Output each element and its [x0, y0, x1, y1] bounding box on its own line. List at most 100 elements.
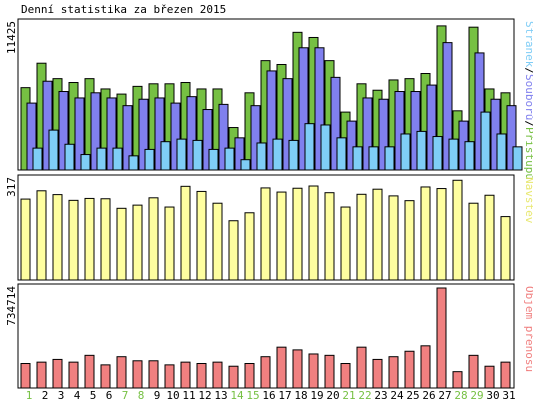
bar	[468, 354, 479, 389]
bar	[26, 102, 37, 171]
legend-text: Návštěv	[523, 177, 533, 224]
bar	[320, 124, 331, 171]
bar	[336, 137, 347, 171]
bar	[324, 192, 335, 281]
bar	[36, 361, 47, 389]
legend-entry: /	[523, 120, 533, 127]
bar	[356, 193, 367, 281]
x-tick-label: 12	[198, 389, 211, 402]
bar	[32, 147, 43, 171]
bar	[52, 358, 63, 389]
bar	[84, 354, 95, 389]
bar	[420, 186, 431, 281]
bar	[212, 361, 223, 389]
bar	[288, 139, 299, 171]
x-tick-label: 10	[166, 389, 179, 402]
bar	[452, 371, 463, 389]
bar	[244, 363, 255, 389]
bar	[228, 365, 239, 389]
bar	[100, 198, 111, 281]
x-tick-label: 22	[358, 389, 371, 402]
x-tick-label: 24	[390, 389, 404, 402]
x-tick-label: 6	[106, 389, 113, 402]
x-tick-label: 29	[470, 389, 483, 402]
bar	[260, 187, 271, 281]
bar	[372, 358, 383, 389]
chart-title: Denní statistika za březen 2015	[21, 3, 226, 16]
bar	[58, 91, 69, 171]
bar	[388, 356, 399, 389]
x-tick-label: 5	[90, 389, 97, 402]
bar	[20, 363, 31, 389]
x-tick-label: 26	[422, 389, 435, 402]
y-max-label: 11425	[5, 21, 18, 54]
bar	[180, 361, 191, 389]
chart-panel-2: 317 Návštěv	[5, 174, 533, 281]
bar	[426, 84, 437, 171]
bar	[346, 120, 357, 171]
bar	[308, 185, 319, 281]
bar	[410, 91, 421, 171]
bar	[160, 141, 171, 171]
legend-entry: Stránek	[523, 21, 533, 68]
bar	[212, 202, 223, 281]
bar	[436, 188, 447, 281]
bar	[36, 190, 47, 281]
bar	[256, 142, 267, 171]
bar	[176, 138, 187, 171]
bar	[180, 185, 191, 281]
bar	[432, 136, 443, 171]
bar	[484, 365, 495, 389]
x-tick-label: 17	[278, 389, 291, 402]
x-tick-label: 8	[138, 389, 145, 402]
bar	[68, 199, 79, 281]
x-tick-label: 7	[122, 389, 129, 402]
bar	[52, 194, 63, 281]
bar	[378, 98, 389, 171]
legend-entry: Návštěv	[523, 177, 533, 224]
legend-text: Objem přenosu	[523, 286, 533, 372]
bar	[234, 137, 245, 171]
legend-text: Stránek/Souborů/Přístupů	[523, 21, 533, 180]
bar	[468, 202, 479, 281]
bar	[496, 133, 507, 171]
bar	[84, 197, 95, 281]
y-max-label: 317	[5, 177, 18, 197]
bar	[74, 97, 85, 171]
bar	[272, 138, 283, 171]
bar	[68, 361, 79, 389]
bar	[144, 148, 155, 171]
bar	[132, 204, 143, 281]
x-tick-label: 19	[310, 389, 323, 402]
x-tick-label: 31	[502, 389, 515, 402]
bar	[224, 147, 235, 171]
bar	[480, 111, 491, 171]
bar	[276, 346, 287, 389]
bar	[362, 97, 373, 171]
bar	[474, 52, 485, 171]
bar	[356, 346, 367, 389]
bar	[404, 200, 415, 281]
bar	[164, 364, 175, 389]
x-tick-label: 11	[182, 389, 195, 402]
bar	[154, 97, 165, 171]
x-tick-label: 23	[374, 389, 387, 402]
x-tick-label: 9	[154, 389, 161, 402]
bar	[308, 353, 319, 389]
bar	[64, 143, 75, 171]
bar	[240, 159, 251, 171]
bar	[244, 212, 255, 281]
bar	[100, 364, 111, 389]
bar	[122, 105, 133, 171]
bar	[186, 96, 197, 171]
x-tick-label: 28	[454, 389, 467, 402]
x-tick-label: 13	[214, 389, 227, 402]
bar	[196, 363, 207, 389]
bar	[164, 206, 175, 281]
bar	[340, 363, 351, 389]
bar	[138, 98, 149, 171]
bar	[116, 356, 127, 389]
bar	[292, 187, 303, 281]
bar	[148, 197, 159, 281]
